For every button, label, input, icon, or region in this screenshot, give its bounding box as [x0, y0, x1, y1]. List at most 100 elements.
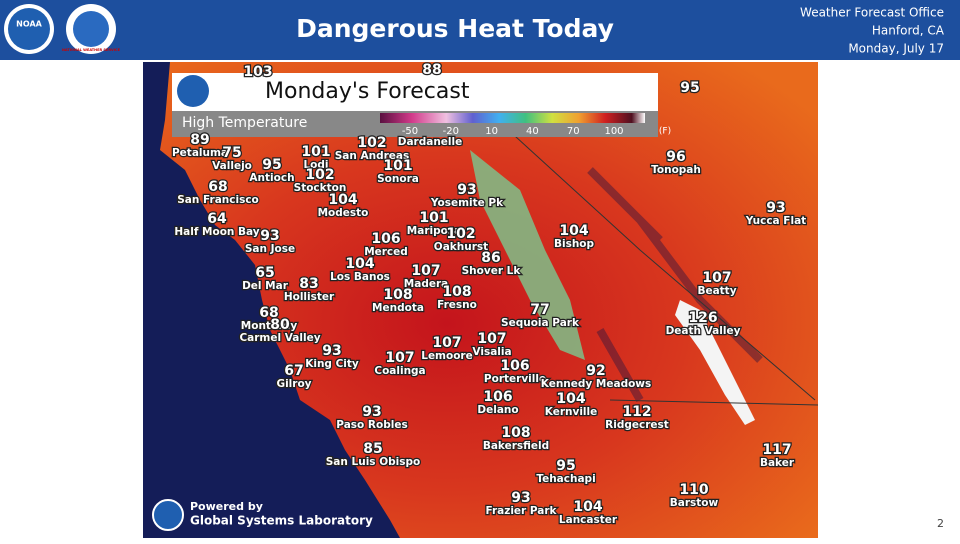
- city-temp: 104: [559, 223, 588, 239]
- city-temp: 93: [260, 228, 279, 244]
- scale-tick-label: -20: [443, 126, 459, 137]
- city-temp: 85: [363, 441, 382, 457]
- city-name: San Andreas: [335, 150, 410, 162]
- city-name: Lancaster: [559, 514, 618, 526]
- slide-title: Dangerous Heat Today: [296, 14, 614, 43]
- city-name: Madera: [404, 278, 448, 290]
- scale-tick-label: -50: [402, 126, 418, 137]
- scale-tick-label: 70: [567, 126, 580, 137]
- city-name: Sequoia Park: [501, 317, 580, 329]
- city-name: Oakhurst: [434, 241, 488, 253]
- city-name: Yosemite Pk: [430, 197, 504, 209]
- city-temp: 104: [573, 499, 602, 515]
- city-temp: 102: [305, 167, 334, 183]
- city-name: Los Banos: [330, 271, 390, 283]
- city-name: Kernville: [545, 406, 598, 418]
- city-temp: 86: [481, 250, 500, 266]
- city-temp: 104: [328, 192, 357, 208]
- city-temp: 93: [322, 343, 341, 359]
- scale-tick-label: 100: [604, 126, 623, 137]
- office-line: Hanford, CA: [872, 24, 945, 38]
- scale-tick-label: 40: [526, 126, 539, 137]
- city-name: San Jose: [245, 243, 295, 255]
- city-temp: 68: [208, 179, 227, 195]
- color-scale: [380, 113, 645, 123]
- state-border: [469, 94, 819, 406]
- credit: Powered by: [190, 500, 263, 513]
- logo-text: NATIONAL WEATHER SERVICE: [62, 48, 121, 52]
- city-name: Yucca Flat: [745, 215, 806, 227]
- city-temp: 80: [270, 317, 290, 333]
- city-temp: 110: [679, 482, 708, 498]
- city-name: Bakersfield: [483, 440, 549, 452]
- city-name: Sonora: [377, 173, 419, 185]
- scale-unit: (F): [659, 127, 671, 137]
- city-temp: 68: [259, 305, 278, 321]
- scale-ticks: -50 -20 10 40 70 100: [402, 126, 624, 137]
- forecast-box: [172, 73, 658, 111]
- city-name: Baker: [760, 457, 795, 469]
- city-name: Tehachapi: [536, 473, 595, 485]
- city-temp: 89: [190, 132, 209, 148]
- office-line: Monday, July 17: [848, 42, 944, 56]
- city-name: Frazier Park: [485, 505, 557, 517]
- mountains: [587, 167, 763, 402]
- city-temp: 117: [762, 442, 791, 458]
- noaa-logo-inner: [8, 8, 50, 50]
- city-labels: 103 8895Dardanelle89Petaluma75Vallejo101L…: [171, 61, 808, 528]
- city-name: Monterey: [241, 320, 298, 332]
- city-temp: 108: [442, 284, 471, 300]
- city-temp: 95: [680, 80, 699, 96]
- city-name: Visalia: [472, 346, 511, 358]
- city-temp: 93: [511, 490, 530, 506]
- city-name: Vallejo: [212, 160, 252, 172]
- city-temp: 103: [243, 64, 272, 80]
- city-temp: 65: [255, 265, 274, 281]
- noaa-icon: [177, 75, 209, 107]
- city-name: Petaluma: [172, 147, 228, 159]
- gsl-logo: [152, 499, 184, 531]
- city-name: Delano: [477, 404, 518, 416]
- city-temp: 95: [556, 458, 575, 474]
- city-temp: 101: [419, 210, 448, 226]
- city-temp: 107: [702, 270, 731, 286]
- city-name: Dardanelle: [398, 136, 463, 148]
- map: [143, 62, 819, 538]
- city-name: San Francisco: [177, 194, 259, 206]
- city-temp: 75: [222, 145, 241, 161]
- city-name: Modesto: [318, 207, 369, 219]
- city-temp: 106: [483, 389, 512, 405]
- city-temp: 95: [262, 157, 281, 173]
- city-temp: 101: [383, 158, 412, 174]
- city-temp: 93: [362, 404, 381, 420]
- city-temp: 107: [411, 263, 440, 279]
- city-name: Ridgecrest: [605, 419, 669, 431]
- scale-tick-label: 10: [485, 126, 498, 137]
- city-name: San Luis Obispo: [326, 456, 420, 468]
- city-name: Porterville: [484, 373, 546, 385]
- city-name: Carmel Valley: [239, 332, 320, 344]
- city-name: Stockton: [294, 182, 347, 194]
- city-name: Shover Lk: [462, 265, 522, 277]
- city-temp: 93: [766, 200, 785, 216]
- city-temp: 77: [530, 302, 549, 318]
- city-name: Merced: [364, 246, 408, 258]
- city-name: Barstow: [670, 497, 719, 509]
- nws-logo-inner: [73, 11, 109, 47]
- city-name: Lodi: [303, 159, 328, 171]
- city-temp: 64: [207, 211, 227, 227]
- ocean: [143, 62, 400, 538]
- city-temp: 104: [556, 391, 585, 407]
- city-name: Half Moon Bay: [174, 226, 259, 238]
- city-name: Bishop: [554, 238, 595, 250]
- city-temp: 107: [477, 331, 506, 347]
- city-name: Lemoore: [421, 350, 472, 362]
- city-temp: 108: [501, 425, 530, 441]
- city-name: King City: [305, 358, 359, 370]
- city-name: Gilroy: [276, 378, 311, 390]
- city-name: Hollister: [284, 291, 335, 303]
- city-name: Paso Robles: [336, 419, 407, 431]
- city-name: Fresno: [437, 299, 477, 311]
- city-name: Mendota: [372, 302, 424, 314]
